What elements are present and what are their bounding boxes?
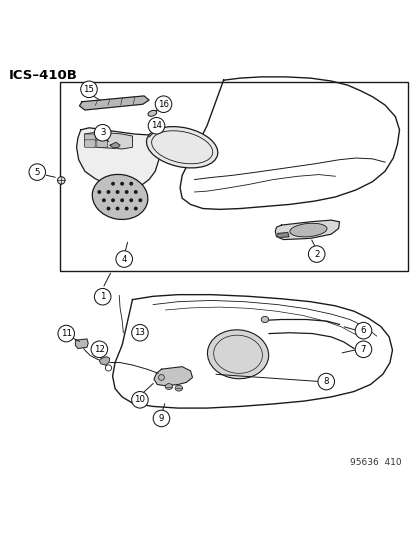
Circle shape (94, 288, 111, 305)
Text: 7: 7 (360, 345, 366, 354)
Polygon shape (75, 339, 88, 349)
Circle shape (131, 392, 148, 408)
FancyBboxPatch shape (97, 134, 107, 141)
Circle shape (121, 199, 123, 201)
Text: 5: 5 (34, 167, 40, 176)
Circle shape (131, 325, 148, 341)
Circle shape (121, 182, 123, 185)
Ellipse shape (147, 110, 157, 116)
Circle shape (102, 199, 105, 201)
Ellipse shape (57, 176, 65, 184)
Text: 13: 13 (134, 328, 145, 337)
Circle shape (98, 191, 100, 193)
Circle shape (116, 191, 119, 193)
Text: 11: 11 (61, 329, 71, 338)
Polygon shape (109, 142, 120, 148)
Polygon shape (275, 220, 339, 240)
Polygon shape (79, 96, 149, 110)
Circle shape (308, 246, 324, 262)
Text: 8: 8 (323, 377, 328, 386)
Circle shape (112, 182, 114, 185)
Ellipse shape (92, 174, 147, 220)
Circle shape (94, 125, 111, 141)
Polygon shape (276, 232, 288, 238)
Circle shape (148, 117, 164, 134)
Circle shape (134, 191, 137, 193)
Text: 9: 9 (159, 414, 164, 423)
Circle shape (130, 182, 132, 185)
Circle shape (116, 207, 119, 210)
Text: 3: 3 (100, 128, 105, 138)
Circle shape (139, 199, 141, 201)
Circle shape (107, 191, 109, 193)
Circle shape (354, 322, 371, 339)
Circle shape (58, 325, 74, 342)
FancyBboxPatch shape (97, 140, 107, 147)
Circle shape (125, 191, 128, 193)
Text: 15: 15 (83, 85, 94, 94)
Text: 1: 1 (100, 292, 105, 301)
Ellipse shape (158, 375, 164, 381)
Text: 14: 14 (151, 121, 161, 130)
Circle shape (155, 96, 171, 112)
Text: ICS–410B: ICS–410B (8, 69, 77, 82)
Circle shape (107, 207, 109, 210)
Ellipse shape (165, 384, 172, 390)
Circle shape (116, 251, 132, 268)
Bar (60, 82, 407, 271)
Text: 12: 12 (94, 345, 104, 354)
Ellipse shape (289, 223, 326, 237)
Circle shape (29, 164, 45, 180)
Text: 95636  410: 95636 410 (349, 458, 401, 467)
Circle shape (130, 199, 132, 201)
Ellipse shape (261, 317, 268, 322)
Text: 2: 2 (313, 249, 319, 259)
Text: 16: 16 (158, 100, 169, 109)
Circle shape (112, 199, 114, 201)
Ellipse shape (207, 330, 268, 379)
FancyBboxPatch shape (84, 134, 95, 141)
Ellipse shape (146, 127, 217, 168)
Text: 10: 10 (134, 395, 145, 405)
Circle shape (317, 373, 334, 390)
Circle shape (134, 207, 137, 210)
Text: 4: 4 (121, 255, 127, 263)
Polygon shape (154, 367, 192, 386)
Text: 6: 6 (360, 326, 366, 335)
Circle shape (354, 341, 371, 358)
Ellipse shape (175, 385, 182, 391)
Circle shape (153, 410, 169, 427)
Polygon shape (76, 128, 161, 189)
FancyBboxPatch shape (84, 140, 95, 147)
Polygon shape (99, 357, 109, 365)
Polygon shape (85, 132, 132, 149)
Circle shape (125, 207, 128, 210)
Circle shape (81, 81, 97, 98)
Circle shape (91, 341, 107, 358)
